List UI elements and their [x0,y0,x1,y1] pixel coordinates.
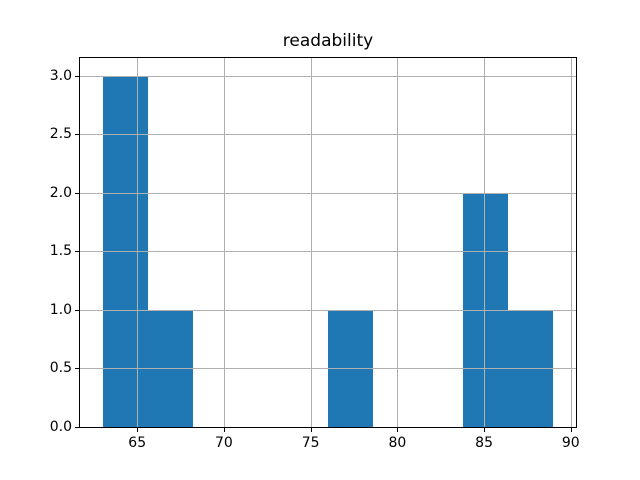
grid-layer [80,58,576,427]
gridline-horizontal [80,309,576,311]
gridline-vertical [397,58,399,427]
x-tick-mark [570,428,572,432]
x-tick-label: 70 [215,435,233,451]
x-tick-mark [310,428,312,432]
gridline-horizontal [80,368,576,370]
x-tick-label: 75 [301,435,320,451]
gridline-vertical [137,58,139,427]
y-tick-label: 2.5 [49,126,72,143]
gridline-vertical [310,58,312,427]
bars-layer [80,58,576,427]
y-tick-label: 1.5 [49,243,72,260]
gridline-vertical [484,58,486,427]
x-tick-mark [137,428,139,432]
histogram-bar [102,75,148,427]
y-tick-mark [75,368,79,370]
chart-title: readability [282,31,374,51]
x-tick-label: 65 [128,435,147,451]
y-tick-mark [75,75,79,77]
gridline-horizontal [80,75,576,77]
histogram-bar [508,309,554,427]
histogram-bar [147,309,193,427]
x-tick-mark [223,428,225,432]
y-tick-label: 0.0 [49,419,72,435]
y-tick-label: 3.0 [49,67,72,84]
gridline-horizontal [80,251,576,253]
y-tick-mark [75,134,79,136]
histogram-bar [328,309,374,427]
y-tick-mark [75,192,79,194]
x-tick-label: 80 [388,435,407,451]
y-tick-label: 1.0 [49,301,72,318]
gridline-horizontal [80,134,576,136]
y-tick-label: 2.0 [49,184,72,201]
x-tick-mark [484,428,486,432]
y-tick-mark [75,251,79,253]
y-tick-mark [75,427,79,428]
y-tick-mark [75,309,79,311]
y-tick-label: 0.5 [49,360,72,377]
x-tick-label: 85 [475,435,493,451]
x-tick-mark [397,428,399,432]
plot-area [79,57,577,428]
gridline-vertical [223,58,225,427]
x-tick-label: 90 [561,435,580,451]
gridline-horizontal [80,192,576,194]
gridline-vertical [570,58,572,427]
